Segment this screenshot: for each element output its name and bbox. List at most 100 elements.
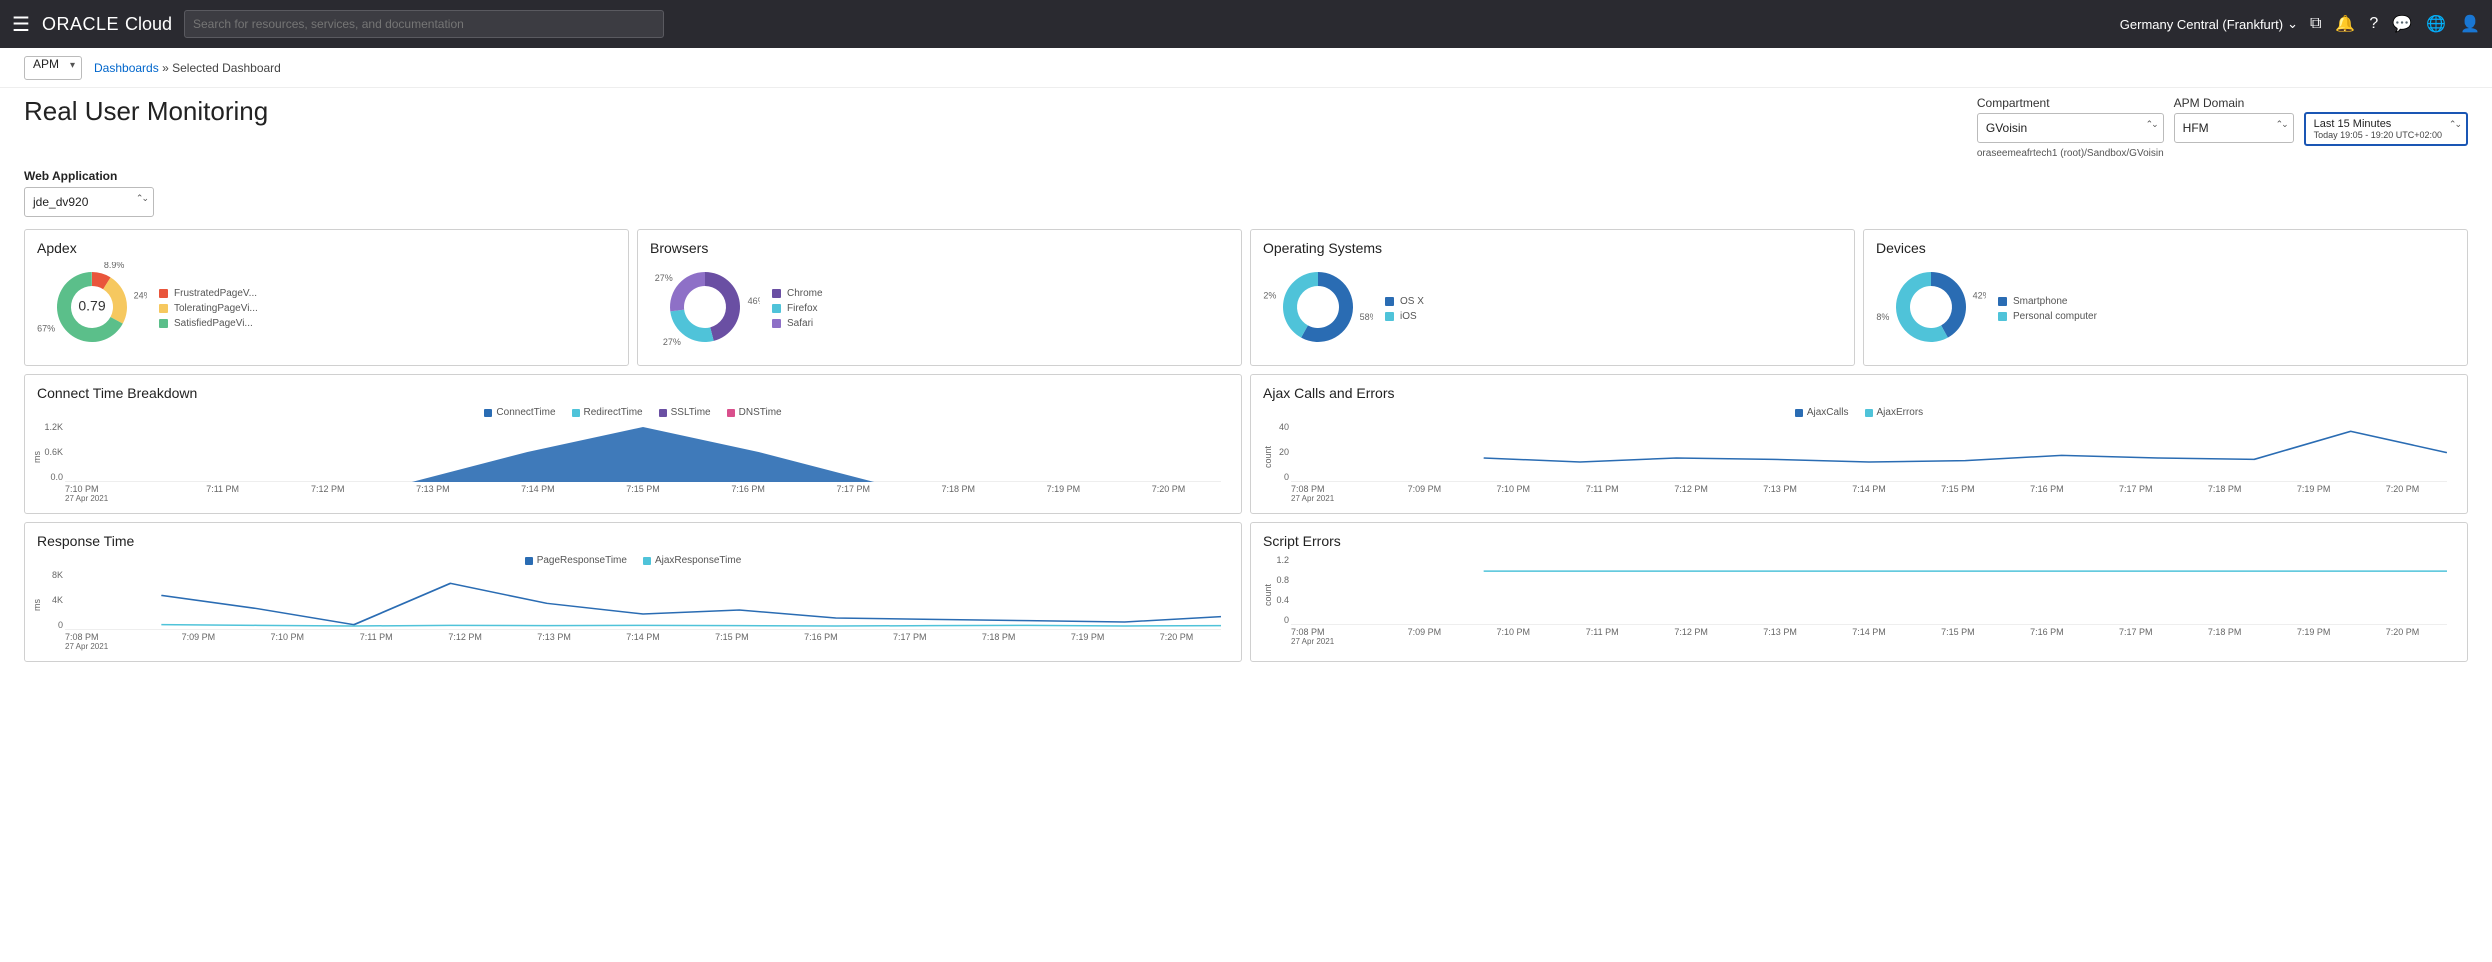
time-range-control: Last 15 Minutes Today 19:05 - 19:20 UTC+… <box>2304 112 2468 146</box>
script-errors-title: Script Errors <box>1263 533 2455 549</box>
service-selector-label: APM <box>33 57 59 71</box>
script-errors-yaxis: 1.20.80.40 <box>1265 555 1289 625</box>
card-browsers: Browsers 46%27%27% ChromeFirefoxSafari <box>637 229 1242 366</box>
connect-time-chart: ms 1.2K0.6K0.0 <box>65 422 1221 482</box>
header-controls: Compartment GVoisin oraseemeafrtech1 (ro… <box>1977 96 2468 159</box>
card-os-title: Operating Systems <box>1263 240 1842 256</box>
breadcrumb-link-dashboards[interactable]: Dashboards <box>94 61 159 75</box>
logo-oracle: ORACLE <box>42 14 119 35</box>
service-selector[interactable]: APM <box>24 56 82 80</box>
series-legend-item: AjaxResponseTime <box>643 555 741 566</box>
devices-donut: 42% 58% <box>1876 262 1986 355</box>
response-time-yaxis: 8K4K0 <box>39 570 63 630</box>
card-ajax-calls: Ajax Calls and Errors AjaxCalls AjaxError… <box>1250 374 2468 514</box>
chevron-down-icon: ⌄ <box>2287 16 2298 32</box>
card-devices: Devices 42% 58% SmartphonePersonal comput… <box>1863 229 2468 366</box>
svg-text:58%: 58% <box>1876 312 1889 322</box>
compartment-label: Compartment <box>1977 96 2164 110</box>
apdex-legend: FrustratedPageV... ToleratingPageVi... Sat… <box>159 288 258 329</box>
response-time-legend: PageResponseTime AjaxResponseTime <box>37 555 1229 566</box>
card-devices-title: Devices <box>1876 240 2455 256</box>
response-time-title: Response Time <box>37 533 1229 549</box>
search-input[interactable] <box>184 10 664 38</box>
response-time-xaxis: 7:08 PM27 Apr 20217:09 PM7:10 PM7:11 PM7… <box>65 632 1221 651</box>
webapp-dropdown[interactable]: jde_dv920 <box>24 187 154 217</box>
logo-cloud: Cloud <box>125 14 172 35</box>
apm-domain-dropdown[interactable]: HFM <box>2174 113 2294 143</box>
apm-domain-label: APM Domain <box>2174 96 2294 110</box>
connect-time-legend: ConnectTimeRedirectTimeSSLTimeDNSTime <box>37 407 1229 418</box>
connect-time-yaxis: 1.2K0.6K0.0 <box>39 422 63 482</box>
browsers-legend: Chrome Firefox Safari <box>772 288 823 329</box>
hamburger-icon[interactable]: ☰ <box>12 12 30 37</box>
region-label: Germany Central (Frankfurt) <box>2120 17 2283 32</box>
cloudshell-icon[interactable]: ⧉ <box>2310 15 2321 33</box>
svg-text:46%: 46% <box>748 296 760 306</box>
svg-text:24%: 24% <box>134 290 147 300</box>
time-range-dropdown[interactable]: Last 15 Minutes Today 19:05 - 19:20 UTC+… <box>2304 112 2468 146</box>
ajax-calls-chart: count 40200 <box>1291 422 2447 482</box>
time-range-main: Last 15 Minutes <box>2314 118 2392 130</box>
series-legend-item: ConnectTime <box>484 407 555 418</box>
compartment-control: Compartment GVoisin oraseemeafrtech1 (ro… <box>1977 96 2164 159</box>
series-legend-item: AjaxCalls <box>1795 407 1849 418</box>
profile-icon[interactable]: 👤 <box>2460 14 2480 34</box>
card-browsers-title: Browsers <box>650 240 1229 256</box>
legend-item: OS X <box>1385 296 1424 307</box>
svg-text:58%: 58% <box>1360 312 1373 322</box>
series-legend-item: DNSTime <box>727 407 782 418</box>
chat-icon[interactable]: 💬 <box>2392 14 2412 34</box>
region-selector[interactable]: Germany Central (Frankfurt) ⌄ <box>2120 16 2298 32</box>
legend-item: iOS <box>1385 311 1424 322</box>
os-legend: OS X iOS <box>1385 296 1424 322</box>
row-line2: Response Time PageResponseTime AjaxRespon… <box>24 522 2468 662</box>
legend-item: Safari <box>772 318 823 329</box>
apdex-donut: 8.9% 24% 67% 0.79 <box>37 262 147 355</box>
series-legend-item: SSLTime <box>659 407 711 418</box>
logo[interactable]: ORACLE Cloud <box>42 14 172 35</box>
breadcrumb-current: Selected Dashboard <box>172 61 281 75</box>
page-title: Real User Monitoring <box>24 96 1977 127</box>
notifications-icon[interactable]: 🔔 <box>2335 14 2355 34</box>
script-errors-xaxis: 7:08 PM27 Apr 20217:09 PM7:10 PM7:11 PM7… <box>1291 627 2447 646</box>
ajax-calls-yaxis: 40200 <box>1265 422 1289 482</box>
legend-item: SatisfiedPageVi... <box>159 318 258 329</box>
svg-text:67%: 67% <box>37 323 55 333</box>
series-legend-item: PageResponseTime <box>525 555 627 566</box>
topbar: ☰ ORACLE Cloud Germany Central (Frankfur… <box>0 0 2492 48</box>
response-time-chart: ms 8K4K0 <box>65 570 1221 630</box>
os-donut: 58% 42% <box>1263 262 1373 355</box>
card-response-time: Response Time PageResponseTime AjaxRespon… <box>24 522 1242 662</box>
svg-text:0.79: 0.79 <box>78 298 105 314</box>
apm-domain-value: HFM <box>2183 121 2209 135</box>
topbar-icons: ⧉ 🔔 ? 💬 🌐 👤 <box>2310 14 2480 34</box>
legend-item: Firefox <box>772 303 823 314</box>
card-apdex-title: Apdex <box>37 240 616 256</box>
series-legend-item: AjaxErrors <box>1865 407 1924 418</box>
ajax-calls-title: Ajax Calls and Errors <box>1263 385 2455 401</box>
globe-icon[interactable]: 🌐 <box>2426 14 2446 34</box>
devices-legend: SmartphonePersonal computer <box>1998 296 2097 322</box>
legend-item: Chrome <box>772 288 823 299</box>
card-os: Operating Systems 58% 42% OS X iOS <box>1250 229 1855 366</box>
row-donuts: Apdex 8.9% 24% 67% 0.79 FrustratedPageV... T… <box>24 229 2468 366</box>
card-connect-time: Connect Time Breakdown ConnectTimeRedire… <box>24 374 1242 514</box>
compartment-value: GVoisin <box>1986 121 2027 135</box>
compartment-dropdown[interactable]: GVoisin <box>1977 113 2164 143</box>
row-line1: Connect Time Breakdown ConnectTimeRedire… <box>24 374 2468 514</box>
svg-text:42%: 42% <box>1263 291 1276 301</box>
card-apdex: Apdex 8.9% 24% 67% 0.79 FrustratedPageV... T… <box>24 229 629 366</box>
svg-text:27%: 27% <box>663 337 681 347</box>
legend-item: FrustratedPageV... <box>159 288 258 299</box>
svg-text:8.9%: 8.9% <box>104 262 125 270</box>
breadcrumb: Dashboards » Selected Dashboard <box>94 61 281 75</box>
help-icon[interactable]: ? <box>2369 15 2378 33</box>
subbar: APM Dashboards » Selected Dashboard <box>0 48 2492 88</box>
legend-item: Smartphone <box>1998 296 2097 307</box>
svg-text:42%: 42% <box>1973 291 1986 301</box>
legend-item: ToleratingPageVi... <box>159 303 258 314</box>
time-range-sub: Today 19:05 - 19:20 UTC+02:00 <box>2314 130 2442 140</box>
ajax-calls-legend: AjaxCalls AjaxErrors <box>1263 407 2455 418</box>
card-script-errors: Script Errors count 1.20.80.40 7:08 PM27… <box>1250 522 2468 662</box>
webapp-value: jde_dv920 <box>33 195 88 209</box>
